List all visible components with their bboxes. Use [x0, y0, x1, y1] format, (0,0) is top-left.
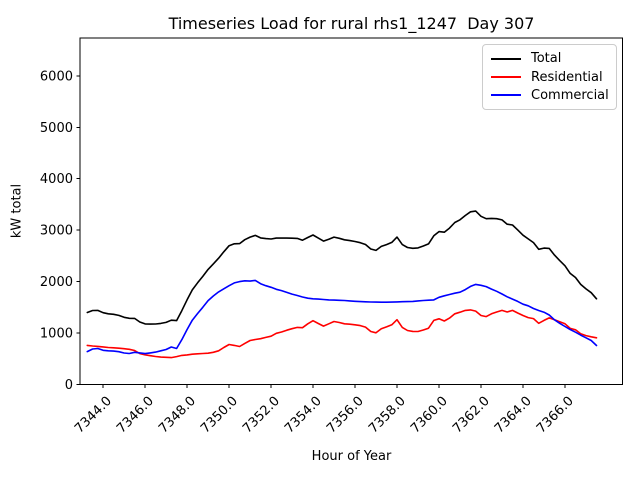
legend-label: Commercial [531, 87, 609, 103]
y-tick-label: 1000 [40, 327, 73, 342]
series-commercial-line [86, 279, 598, 355]
x-tick-label: 7358.0 [366, 394, 409, 437]
y-tick-label: 2000 [40, 275, 73, 290]
x-tick-label: 7350.0 [198, 394, 241, 437]
legend-item-total: Total [491, 52, 610, 65]
x-tick-label: 7344.0 [72, 394, 115, 437]
x-tick-label: 7348.0 [156, 394, 199, 437]
legend: Total Residential Commercial [482, 44, 617, 110]
legend-swatch-total [491, 57, 521, 60]
legend-label: Residential [531, 69, 603, 85]
plot-area [79, 37, 623, 385]
x-tick-label: 7356.0 [324, 394, 367, 437]
chart-title: Timeseries Load for rural rhs1_1247 Day … [168, 14, 535, 33]
legend-swatch-commercial [491, 94, 521, 97]
x-tick-label: 7366.0 [534, 394, 577, 437]
x-tick-label: 7346.0 [114, 394, 157, 437]
y-tick-label: 3000 [40, 224, 73, 239]
x-tick-label: 7354.0 [282, 394, 325, 437]
legend-item-residential: Residential [491, 71, 610, 84]
x-tick-label: 7364.0 [492, 394, 535, 437]
x-tick-label: 7360.0 [408, 394, 451, 437]
legend-swatch-residential [491, 76, 521, 78]
series-total-line [86, 210, 598, 325]
y-tick-label: 6000 [40, 69, 73, 84]
x-tick-label: 7362.0 [450, 394, 493, 437]
y-tick-label: 4000 [40, 172, 73, 187]
legend-item-commercial: Commercial [491, 89, 610, 102]
y-tick-label: 0 [65, 378, 73, 393]
x-axis-label: Hour of Year [311, 449, 392, 464]
x-tick-label: 7352.0 [240, 394, 283, 437]
series-residential-line [86, 309, 598, 359]
y-tick-label: 5000 [40, 121, 73, 136]
legend-label: Total [531, 51, 562, 67]
